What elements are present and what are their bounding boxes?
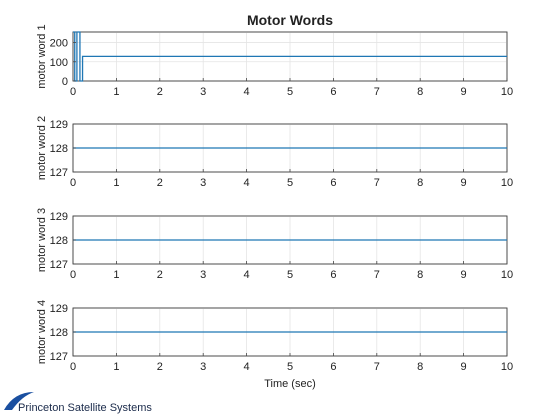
y-axis-label: motor word 4 xyxy=(36,300,48,364)
x-tick-label: 6 xyxy=(330,361,336,373)
x-tick-label: 0 xyxy=(70,361,76,373)
x-tick-label: 8 xyxy=(417,361,423,373)
y-tick-label: 127 xyxy=(50,259,68,271)
x-tick-label: 0 xyxy=(70,269,76,281)
x-tick-label: 2 xyxy=(157,269,163,281)
x-tick-label: 9 xyxy=(461,269,467,281)
y-axis-label: motor word 3 xyxy=(36,208,48,272)
x-tick-label: 9 xyxy=(461,177,467,189)
x-tick-label: 5 xyxy=(287,86,293,98)
x-tick-label: 2 xyxy=(157,361,163,373)
x-tick-label: 4 xyxy=(244,177,250,189)
y-tick-label: 100 xyxy=(50,57,68,69)
x-tick-label: 4 xyxy=(244,269,250,281)
x-tick-label: 0 xyxy=(70,177,76,189)
x-tick-label: 4 xyxy=(244,86,250,98)
x-tick-label: 1 xyxy=(113,177,119,189)
x-tick-label: 1 xyxy=(113,361,119,373)
x-tick-label: 7 xyxy=(374,177,380,189)
x-tick-label: 5 xyxy=(287,361,293,373)
x-tick-label: 3 xyxy=(200,177,206,189)
x-tick-label: 8 xyxy=(417,269,423,281)
x-tick-label: 0 xyxy=(70,86,76,98)
x-tick-label: 4 xyxy=(244,361,250,373)
y-tick-label: 128 xyxy=(50,327,68,339)
x-tick-label: 2 xyxy=(157,177,163,189)
x-tick-label: 10 xyxy=(501,361,513,373)
x-tick-label: 1 xyxy=(113,86,119,98)
company-name: Princeton Satellite Systems xyxy=(18,402,152,414)
x-axis-label: Time (sec) xyxy=(264,378,316,390)
x-tick-label: 6 xyxy=(330,86,336,98)
x-tick-label: 10 xyxy=(501,269,513,281)
company-logo-swoosh xyxy=(4,392,34,410)
x-tick-label: 7 xyxy=(374,361,380,373)
x-tick-label: 9 xyxy=(461,361,467,373)
x-tick-label: 2 xyxy=(157,86,163,98)
x-tick-label: 6 xyxy=(330,177,336,189)
x-tick-label: 10 xyxy=(501,177,513,189)
y-tick-label: 200 xyxy=(50,38,68,50)
series-line xyxy=(73,31,507,82)
chart-title: Motor Words xyxy=(247,12,333,28)
x-tick-label: 7 xyxy=(374,86,380,98)
x-tick-label: 9 xyxy=(461,86,467,98)
x-tick-label: 6 xyxy=(330,269,336,281)
x-tick-label: 8 xyxy=(417,177,423,189)
y-axis-label: motor word 2 xyxy=(36,116,48,180)
x-tick-label: 5 xyxy=(287,177,293,189)
x-tick-label: 3 xyxy=(200,86,206,98)
y-tick-label: 127 xyxy=(50,167,68,179)
y-tick-label: 128 xyxy=(50,235,68,247)
x-tick-label: 8 xyxy=(417,86,423,98)
y-tick-label: 129 xyxy=(50,211,68,223)
y-tick-label: 128 xyxy=(50,143,68,155)
y-tick-label: 127 xyxy=(50,351,68,363)
x-tick-label: 1 xyxy=(113,269,119,281)
y-tick-label: 129 xyxy=(50,303,68,315)
y-tick-label: 129 xyxy=(50,119,68,131)
x-tick-label: 5 xyxy=(287,269,293,281)
y-axis-label: motor word 1 xyxy=(36,24,48,88)
x-tick-label: 3 xyxy=(200,269,206,281)
company-footer: Princeton Satellite Systems xyxy=(4,392,152,414)
x-tick-label: 10 xyxy=(501,86,513,98)
x-tick-label: 7 xyxy=(374,269,380,281)
y-tick-label: 0 xyxy=(62,76,68,88)
x-tick-label: 3 xyxy=(200,361,206,373)
